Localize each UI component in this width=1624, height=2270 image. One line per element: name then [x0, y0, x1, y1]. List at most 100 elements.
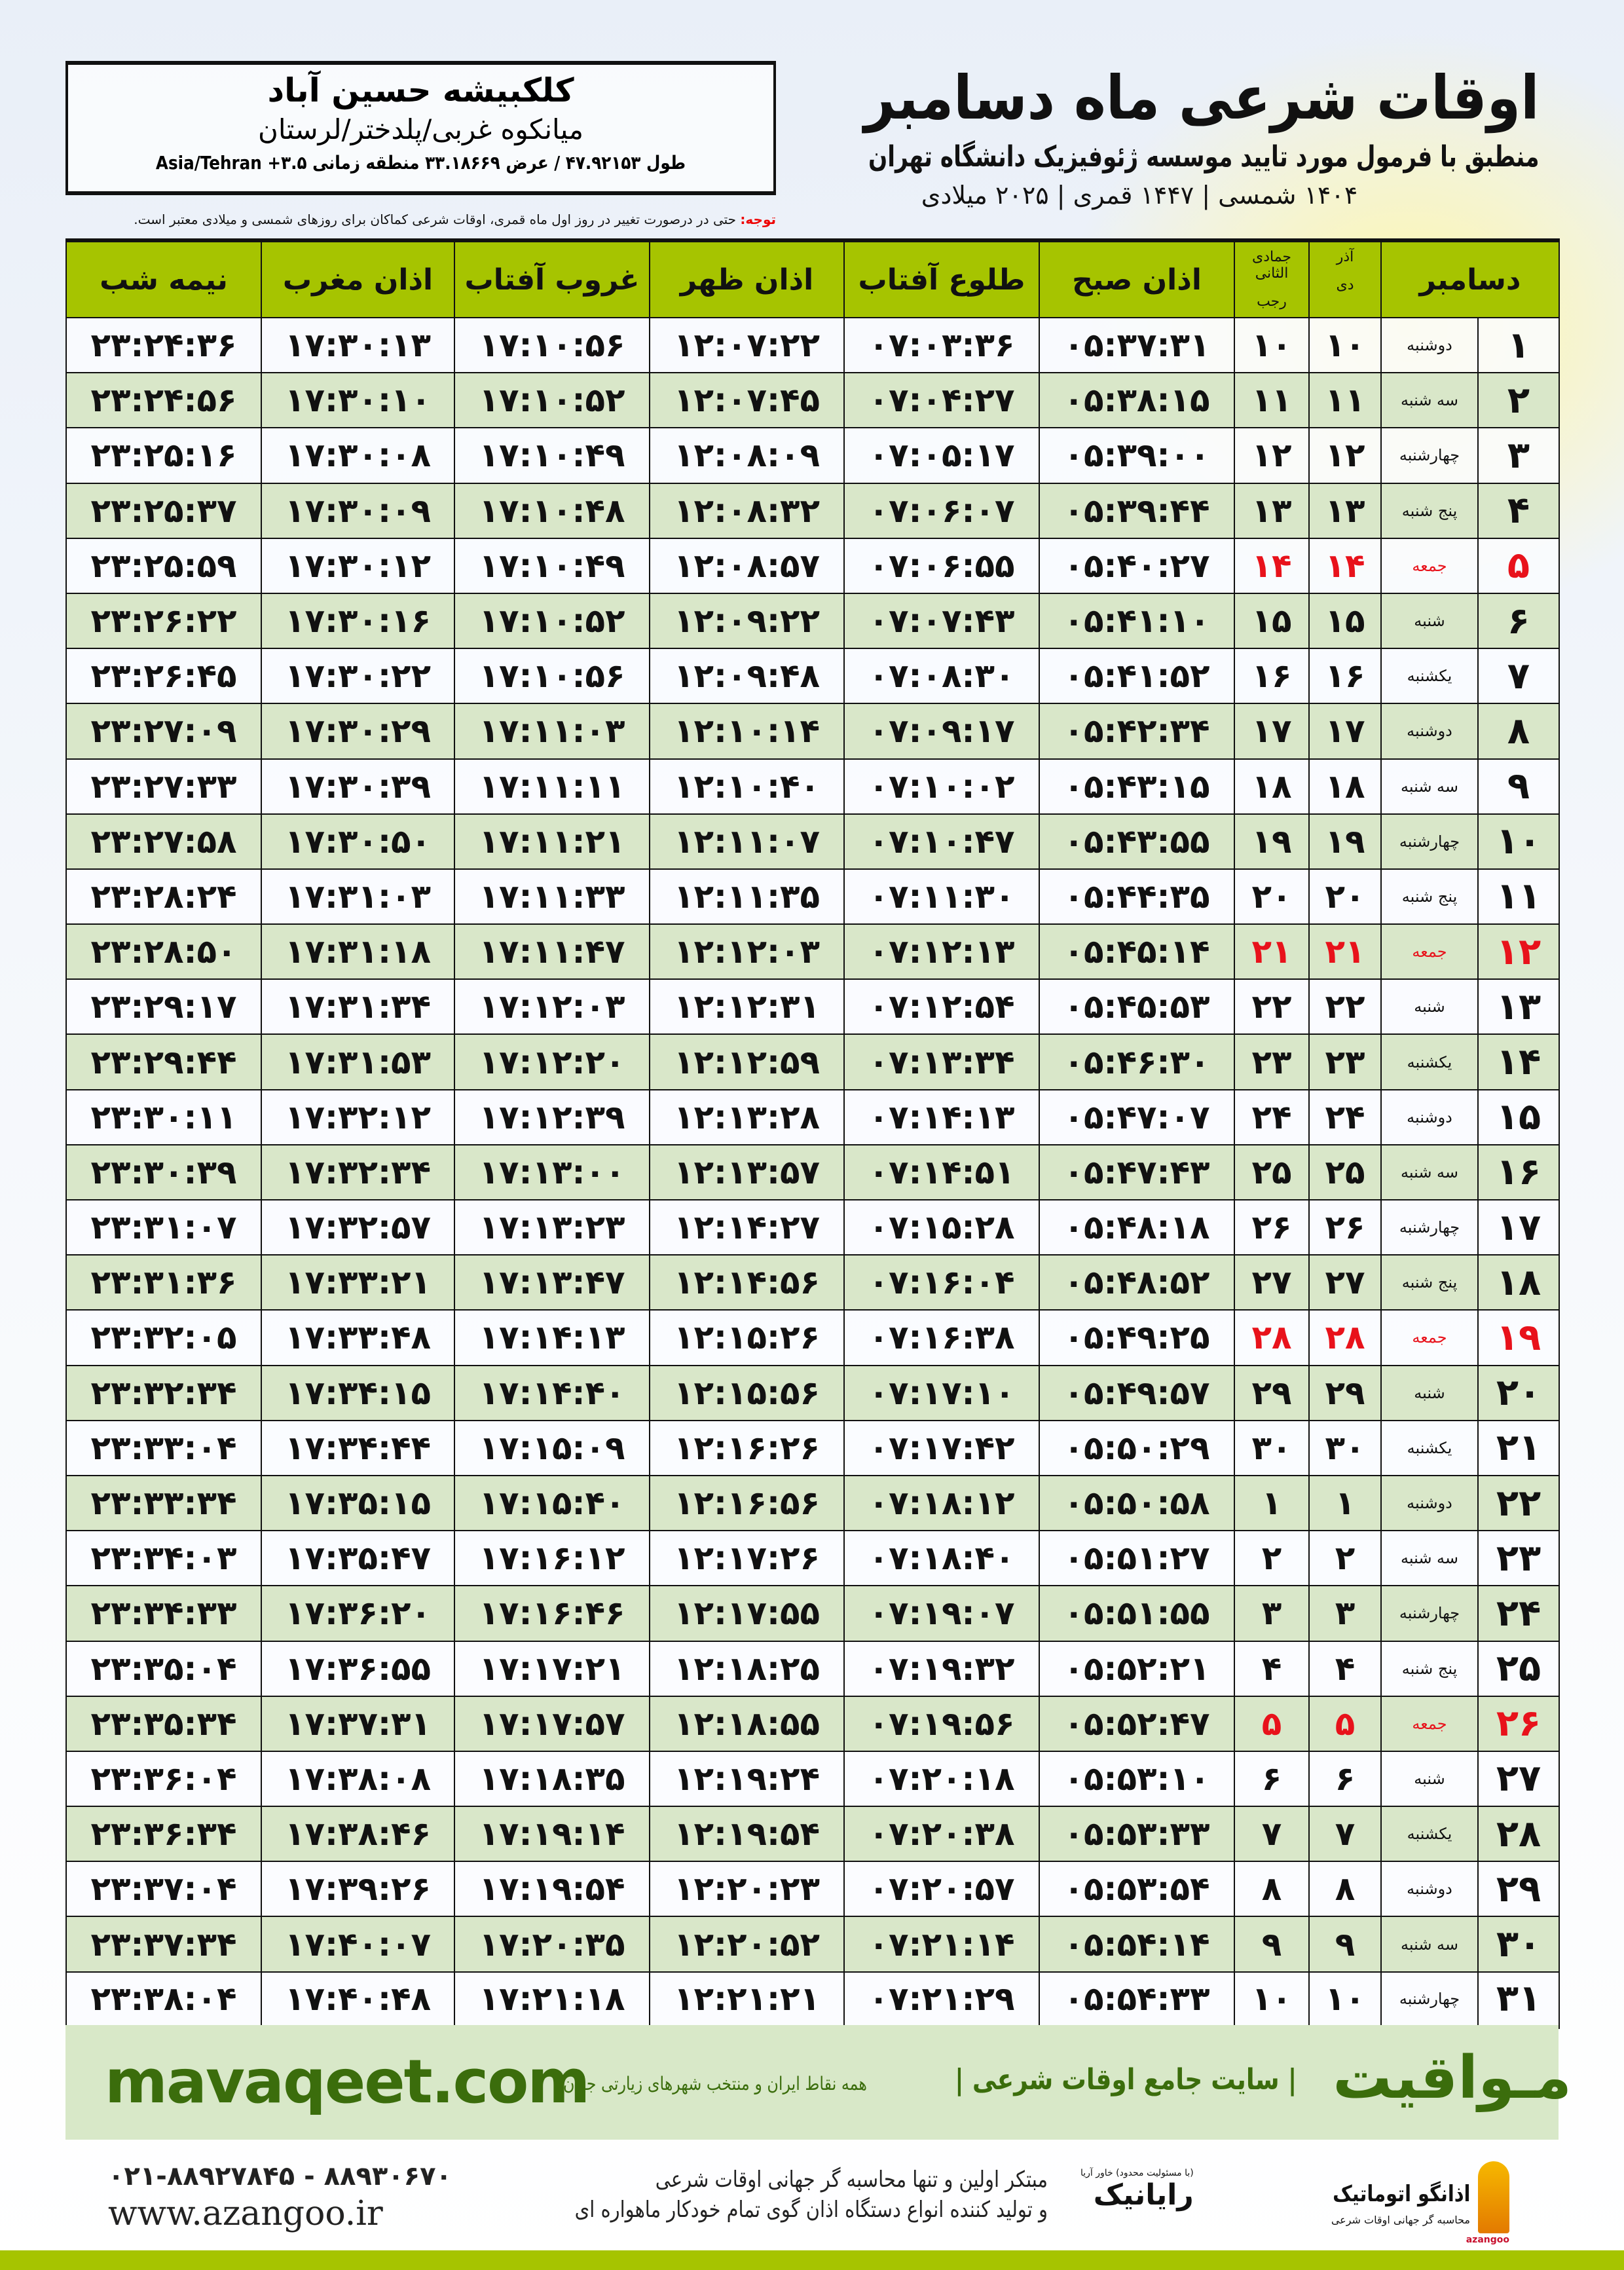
dey-day: ۲۴: [1308, 1088, 1382, 1145]
sunset-time: ۱۷:۲۰:۳۵: [454, 1916, 650, 1973]
rajab-day: ۹: [1234, 1916, 1310, 1973]
page-title: اوقات شرعی ماه دسامبر: [864, 63, 1539, 133]
maghrib-time: ۱۷:۳۰:۱۶: [261, 592, 455, 650]
maghrib-time: ۱۷:۳۲:۱۲: [261, 1088, 455, 1145]
table-row: ۱۳ شنبه ۲۲ ۲۲ ۰۵:۴۵:۵۳ ۰۷:۱۲:۵۴ ۱۲:۱۲:۳۱ ۱۷:۱۲:…: [65, 978, 1560, 1035]
weekday: شنبه: [1380, 1750, 1479, 1808]
azangoo-link[interactable]: www.azangoo.ir: [108, 2194, 383, 2233]
midnight-time: ۲۳:۲۵:۵۹: [65, 537, 262, 594]
rajab-day: ۸: [1234, 1861, 1310, 1918]
weekday: چهارشنبه: [1380, 1585, 1479, 1642]
ad-line2a: و تولید کننده انواع: [900, 2197, 1048, 2223]
day-number: ۲۵: [1477, 1640, 1560, 1697]
col-sunset: غروب آفتاب: [454, 238, 650, 318]
site-link[interactable]: mavaqeet.com: [105, 2047, 590, 2117]
maghrib-time: ۱۷:۳۱:۳۴: [261, 978, 455, 1035]
fajr-time: ۰۵:۴۳:۱۵: [1039, 758, 1235, 815]
rayanik-logo: (با مسئولیت محدود) خاور آریا رایانیک: [1080, 2168, 1194, 2212]
maghrib-time: ۱۷:۳۲:۵۷: [261, 1199, 455, 1256]
midnight-time: ۲۳:۲۵:۱۶: [65, 427, 262, 484]
sunset-time: ۱۷:۱۰:۴۸: [454, 482, 650, 539]
weekday: چهارشنبه: [1380, 1971, 1479, 2029]
fajr-time: ۰۵:۴۳:۵۵: [1039, 813, 1235, 870]
maghrib-time: ۱۷:۳۰:۱۳: [261, 316, 455, 374]
col-hijri-month: جمادی الثانی: [1251, 249, 1292, 282]
midnight-time: ۲۳:۳۰:۳۹: [65, 1144, 262, 1201]
sunrise-time: ۰۷:۱۶:۳۸: [843, 1309, 1040, 1366]
sunset-time: ۱۷:۱۴:۴۰: [454, 1364, 650, 1421]
dey-day: ۲۱: [1308, 923, 1382, 980]
fajr-time: ۰۵:۵۴:۳۳: [1039, 1971, 1235, 2029]
maghrib-time: ۱۷:۴۰:۰۷: [261, 1916, 455, 1973]
sunset-time: ۱۷:۱۰:۴۹: [454, 537, 650, 594]
note-text: حتی در درصورت تغییر در روز اول ماه قمری،…: [134, 212, 741, 227]
weekday: دوشنبه: [1380, 316, 1479, 374]
sunrise-time: ۰۷:۲۰:۱۸: [843, 1750, 1040, 1808]
sunrise-time: ۰۷:۱۱:۳۰: [843, 868, 1040, 925]
rayanik-name: رایانیک: [1093, 2178, 1194, 2212]
table-row: ۱۱ پنج شنبه ۲۰ ۲۰ ۰۵:۴۴:۳۵ ۰۷:۱۱:۳۰ ۱۲:۱۱:۳۵ ۱۷…: [65, 868, 1560, 925]
sunset-time: ۱۷:۱۱:۳۳: [454, 868, 650, 925]
table-row: ۸ دوشنبه ۱۷ ۱۷ ۰۵:۴۲:۳۴ ۰۷:۰۹:۱۷ ۱۲:۱۰:۱۴ ۱۷:۱۱…: [65, 703, 1560, 760]
dey-day: ۲۷: [1308, 1254, 1382, 1311]
dey-day: ۷: [1308, 1806, 1382, 1863]
dhuhr-time: ۱۲:۱۳:۲۸: [649, 1088, 845, 1145]
fajr-time: ۰۵:۳۹:۰۰: [1039, 427, 1235, 484]
midnight-time: ۲۳:۲۹:۱۷: [65, 978, 262, 1035]
sunrise-time: ۰۷:۲۰:۵۷: [843, 1861, 1040, 1918]
sunset-time: ۱۷:۱۷:۵۷: [454, 1695, 650, 1752]
day-number: ۱۹: [1477, 1309, 1560, 1366]
midnight-time: ۲۳:۳۰:۱۱: [65, 1088, 262, 1145]
rajab-day: ۱: [1234, 1474, 1310, 1532]
maghrib-time: ۱۷:۳۰:۰۹: [261, 482, 455, 539]
col-dey-month: آذر: [1336, 249, 1354, 265]
table-row: ۶ شنبه ۱۵ ۱۵ ۰۵:۴۱:۱۰ ۰۷:۰۷:۴۳ ۱۲:۰۹:۲۲ ۱۷:۱۰:۵…: [65, 592, 1560, 650]
table-row: ۱۴ یکشنبه ۲۳ ۲۳ ۰۵:۴۶:۳۰ ۰۷:۱۳:۳۴ ۱۲:۱۲:۵۹ ۱۷:۱…: [65, 1033, 1560, 1090]
sunrise-time: ۰۷:۲۱:۱۴: [843, 1916, 1040, 1973]
weekday: دوشنبه: [1380, 1088, 1479, 1145]
weekday: سه شنبه: [1380, 1144, 1479, 1201]
maghrib-time: ۱۷:۳۰:۵۰: [261, 813, 455, 870]
prayer-times-table: دسامبر آذر دی جمادی الثانی رجب اذان صبح طل…: [65, 238, 1560, 2029]
dhuhr-time: ۱۲:۱۹:۲۴: [649, 1750, 845, 1808]
weekday: شنبه: [1380, 978, 1479, 1035]
brand-tagline-small: همه نقاط ایران و منتخب شهرهای زیارتی جها…: [563, 2073, 867, 2094]
mosque-dome-icon: [1478, 2161, 1509, 2233]
dey-day: ۳۰: [1308, 1419, 1382, 1476]
rajab-day: ۱۰: [1234, 1971, 1310, 2029]
weekday: جمعه: [1380, 537, 1479, 594]
table-row: ۲۰ شنبه ۲۹ ۲۹ ۰۵:۴۹:۵۷ ۰۷:۱۷:۱۰ ۱۲:۱۵:۵۶ ۱۷:۱۴:…: [65, 1364, 1560, 1421]
day-number: ۱۲: [1477, 923, 1560, 980]
sunset-time: ۱۷:۱۸:۳۵: [454, 1750, 650, 1808]
sunset-time: ۱۷:۱۰:۵۲: [454, 372, 650, 429]
azangoo-en: azangoo: [1466, 2235, 1509, 2245]
fajr-time: ۰۵:۴۰:۲۷: [1039, 537, 1235, 594]
table-row: ۲۵ پنج شنبه ۴ ۴ ۰۵:۵۲:۲۱ ۰۷:۱۹:۳۲ ۱۲:۱۸:۲۵ ۱۷:۱…: [65, 1640, 1560, 1697]
day-number: ۲۲: [1477, 1474, 1560, 1532]
sunrise-time: ۰۷:۲۱:۲۹: [843, 1971, 1040, 2029]
maghrib-time: ۱۷:۳۲:۳۴: [261, 1144, 455, 1201]
rajab-day: ۲۵: [1234, 1144, 1310, 1201]
day-number: ۲۷: [1477, 1750, 1560, 1808]
maghrib-time: ۱۷:۳۶:۲۰: [261, 1585, 455, 1642]
maghrib-time: ۱۷:۳۶:۵۵: [261, 1640, 455, 1697]
table-row: ۳۱ چهارشنبه ۱۰ ۱۰ ۰۵:۵۴:۳۳ ۰۷:۲۱:۲۹ ۱۲:۲۱:۲۱ ۱۷…: [65, 1971, 1560, 2029]
day-number: ۲: [1477, 372, 1560, 429]
rajab-day: ۴: [1234, 1640, 1310, 1697]
weekday: دوشنبه: [1380, 1474, 1479, 1532]
midnight-time: ۲۳:۲۵:۳۷: [65, 482, 262, 539]
rajab-day: ۲۶: [1234, 1199, 1310, 1256]
midnight-time: ۲۳:۲۴:۵۶: [65, 372, 262, 429]
table-row: ۲ سه شنبه ۱۱ ۱۱ ۰۵:۳۸:۱۵ ۰۷:۰۴:۲۷ ۱۲:۰۷:۴۵ ۱۷:۱…: [65, 372, 1560, 429]
weekday: چهارشنبه: [1380, 813, 1479, 870]
weekday: پنج شنبه: [1380, 1640, 1479, 1697]
weekday: جمعه: [1380, 923, 1479, 980]
fajr-time: ۰۵:۳۹:۴۴: [1039, 482, 1235, 539]
sunrise-time: ۰۷:۰۳:۳۶: [843, 316, 1040, 374]
day-number: ۱۵: [1477, 1088, 1560, 1145]
fajr-time: ۰۵:۴۹:۲۵: [1039, 1309, 1235, 1366]
sunset-time: ۱۷:۱۶:۴۶: [454, 1585, 650, 1642]
sunset-time: ۱۷:۱۰:۵۲: [454, 592, 650, 650]
sunrise-time: ۰۷:۱۹:۰۷: [843, 1585, 1040, 1642]
location-coords: طول ۴۷.۹۲۱۵۳ / عرض ۳۳.۱۸۶۶۹ منطقه زمانی …: [155, 152, 686, 174]
